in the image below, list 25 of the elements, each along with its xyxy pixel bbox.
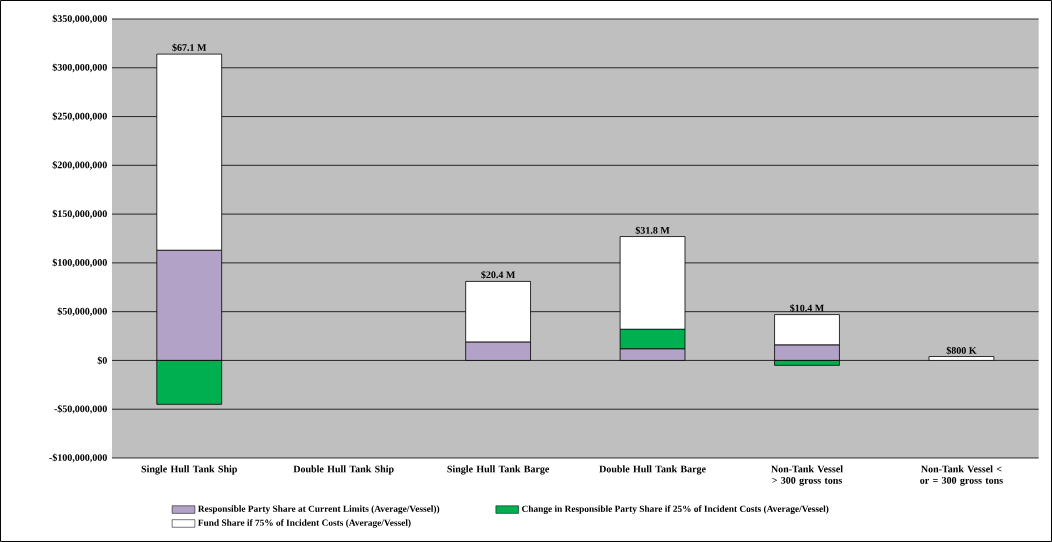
- y-tick-label: $250,000,000: [52, 112, 107, 121]
- x-tick-label: Double Hull Tank Barge: [599, 465, 706, 475]
- y-tick-label: $300,000,000: [52, 63, 107, 73]
- y-tick-label: -$100,000,000: [49, 453, 107, 463]
- y-tick-label: $350,000,000: [52, 14, 107, 24]
- x-tick-label: Double Hull Tank Ship: [293, 465, 394, 475]
- y-tick-label: $150,000,000: [52, 209, 107, 219]
- x-tick-label: Single Hull Tank Barge: [447, 465, 550, 475]
- annotation: $800 K: [946, 346, 977, 355]
- bar: [928, 356, 995, 361]
- legend-label: Change in Responsible Party Share if 25% of Incident Costs (Average/Vessel): [522, 505, 829, 514]
- x-tick-label: Single Hull Tank Ship: [141, 465, 237, 475]
- y-tick-label: -$50,000,000: [54, 404, 107, 414]
- y-tick-label: $0: [97, 356, 107, 365]
- y-tick-label: $100,000,000: [52, 258, 107, 268]
- annotation: $31.8 M: [635, 226, 670, 235]
- legend-label: Fund Share if 75% of Incident Costs (Average/Vessel): [198, 519, 411, 528]
- y-tick-label: $200,000,000: [52, 160, 107, 170]
- annotation: $67.1 M: [172, 43, 207, 52]
- annotation: $10.4 M: [790, 304, 824, 313]
- annotation: $20.4 M: [481, 270, 516, 279]
- y-tick-label: $50,000,000: [57, 307, 107, 317]
- x-tick-label: Non-Tank Vessel > 300 gross tons: [771, 465, 843, 486]
- legend-label: Responsible Party Share at Current Limits (Average/Vessel)): [198, 505, 440, 514]
- x-tick-label: Non-Tank Vessel < or = 300 gross tons: [920, 465, 1003, 486]
